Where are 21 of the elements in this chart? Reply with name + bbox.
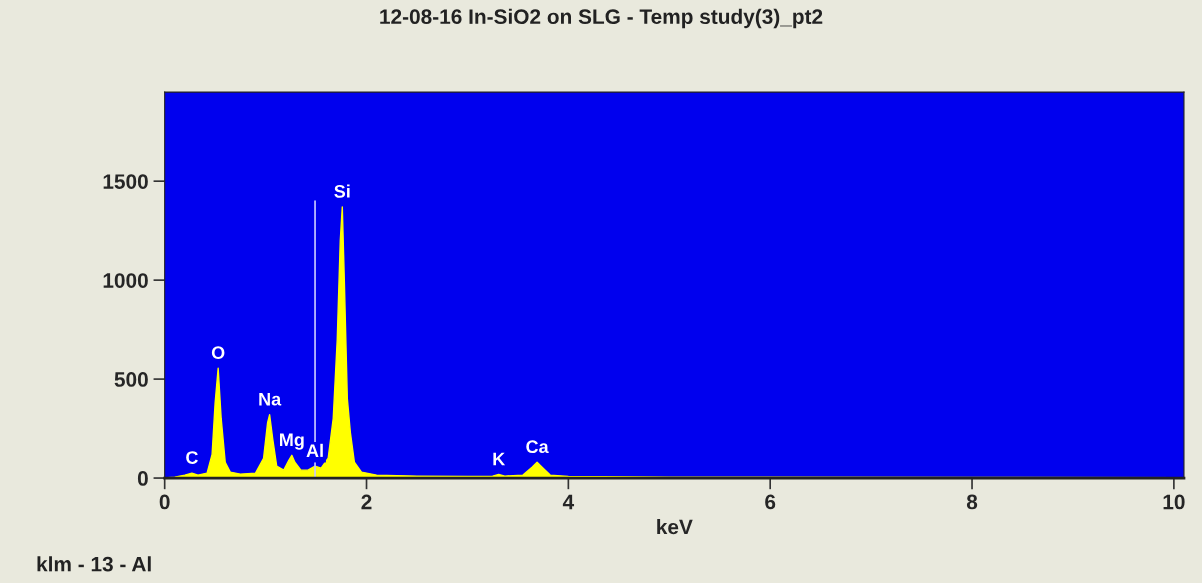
annotation: Si: [334, 184, 350, 198]
x-tick-label: 10: [1163, 494, 1185, 510]
x-axis-title: keV: [657, 519, 693, 535]
chart-title: 12-08-16 In-SiO2 on SLG - Temp study(3)_pt2: [380, 8, 823, 29]
x-tick-label: 0: [159, 494, 170, 510]
x-tick-label: 2: [361, 494, 372, 510]
x-tick-label: 4: [562, 494, 575, 510]
text: klm - 13 - Al: [37, 556, 151, 572]
annotation: Al: [306, 443, 323, 457]
annotation: Ca: [526, 440, 549, 454]
annotation: O: [211, 346, 225, 360]
annotation: Na: [259, 393, 282, 406]
y-tick-label: 500: [114, 372, 148, 387]
x-tick-label: 8: [966, 494, 978, 510]
annotation: K: [493, 452, 506, 466]
annotation: C: [186, 451, 198, 464]
x-tick-label: 6: [765, 494, 776, 510]
y-tick-label: 1500: [103, 174, 148, 189]
y-tick-label: 0: [137, 471, 148, 486]
y-tick-label: 1000: [103, 273, 148, 288]
annotation: Mg: [280, 433, 304, 450]
